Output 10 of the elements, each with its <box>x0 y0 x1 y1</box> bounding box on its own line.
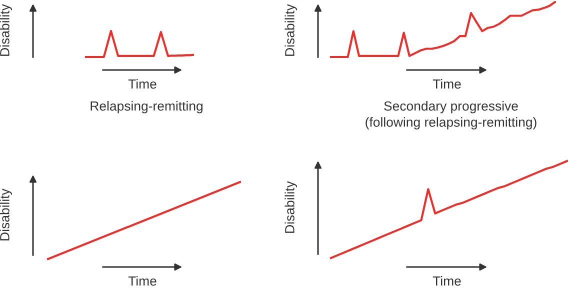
text: Secondary progressive (following relapsing-remitting) <box>366 101 536 130</box>
y-axis-title: Disability <box>284 181 297 233</box>
x-axis-title: Time <box>128 79 156 89</box>
x-axis-title: Time <box>432 276 461 286</box>
y-axis-title: Disability <box>0 188 12 240</box>
text: Relapsing-remitting <box>90 101 202 114</box>
x-axis-title: Time <box>432 79 461 89</box>
x-axis-title: Time <box>128 276 156 286</box>
y-axis-title: Disability <box>284 4 297 56</box>
y-axis-title: Disability <box>0 4 12 56</box>
